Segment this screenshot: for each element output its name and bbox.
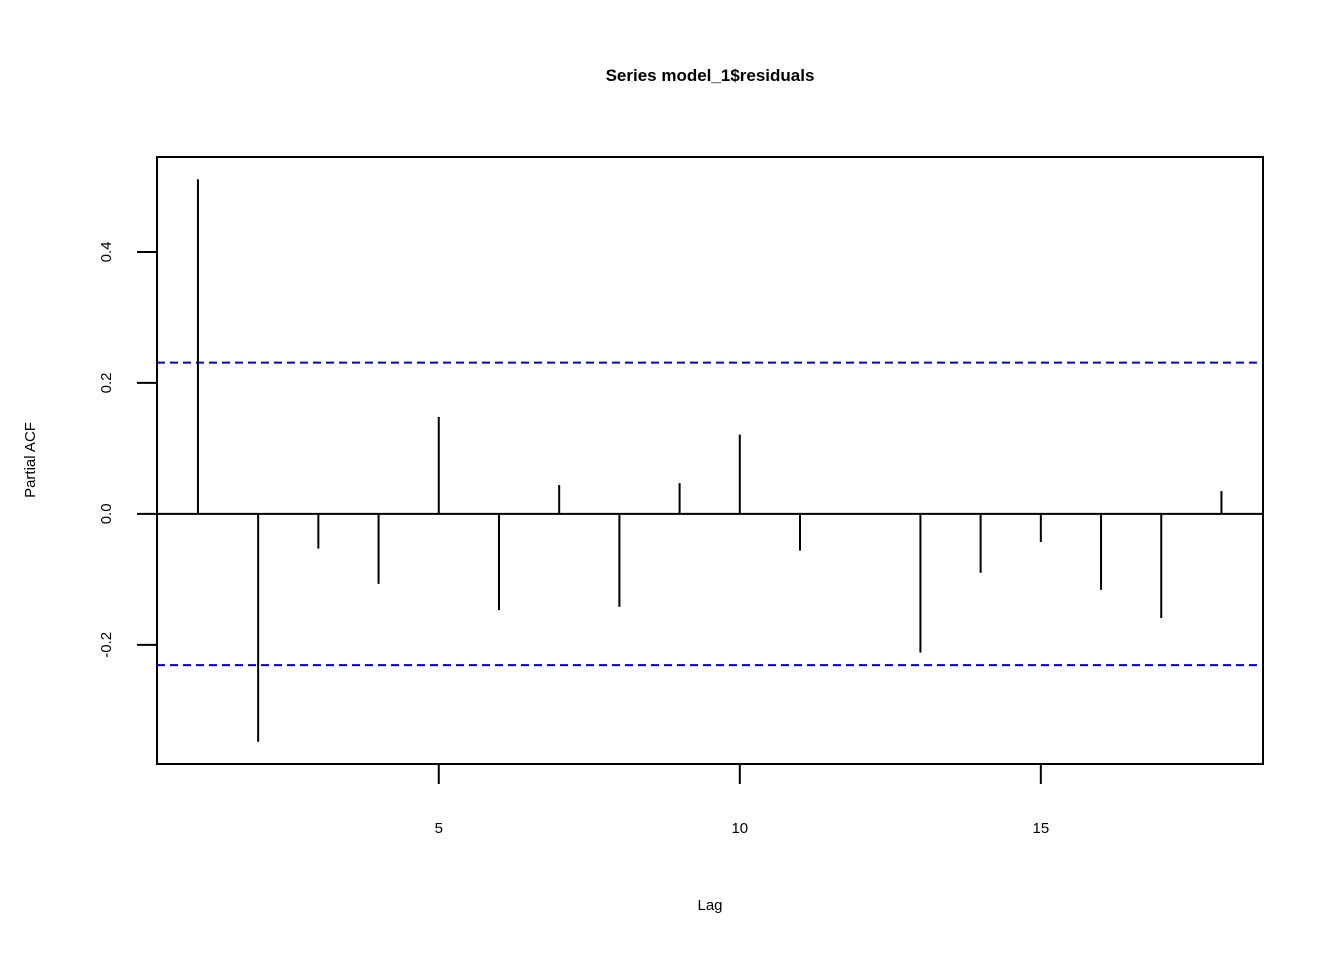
plot-frame: [156, 156, 1264, 765]
x-tick-label: 10: [731, 820, 748, 837]
chart-title: Series model_1$residuals: [606, 66, 815, 85]
y-tick-label: 0.2: [98, 372, 115, 393]
y-axis-label: Partial ACF: [22, 422, 39, 498]
x-tick-label: 15: [1032, 820, 1049, 837]
x-tick-label: 5: [435, 820, 443, 837]
y-tick-label: 0.4: [98, 242, 115, 263]
x-axis-label: Lag: [697, 897, 722, 914]
y-tick-label: 0.0: [98, 503, 115, 524]
y-tick-label: -0.2: [98, 632, 115, 658]
